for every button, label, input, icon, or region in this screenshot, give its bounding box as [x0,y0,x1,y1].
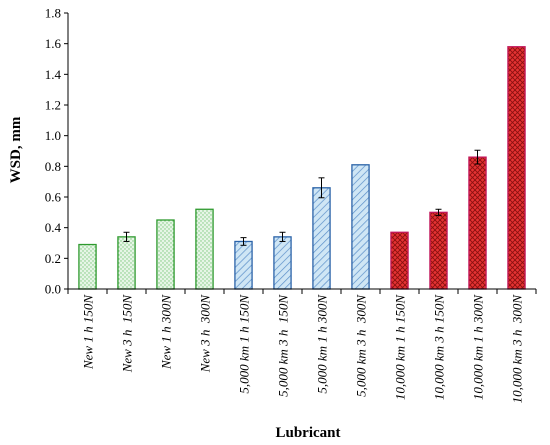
x-category-label: 10,000 km 1 h 150N [393,294,408,400]
x-category-label: New 3 h 300N [198,294,213,374]
bars-group [78,46,526,290]
x-category-label: 10,000 km 3 h 300N [510,294,525,404]
bar [312,187,331,290]
bar [195,208,214,290]
y-axis: 0.0 0.2 0.4 0.6 0.8 1.0 1.2 1.4 1.6 1.8 [45,6,69,297]
y-tick-label: 0.6 [45,190,62,205]
x-axis: New 1 h 150N New 3 h 150N New 1 h 300N New … [67,288,537,404]
bar [78,243,97,290]
y-tick-label: 0.0 [45,282,61,297]
y-tick-label: 1.2 [45,98,61,113]
bar [468,156,487,290]
bar [507,46,526,290]
x-category-label: New 3 h 150N [120,294,135,374]
y-tick-label: 0.8 [45,159,61,174]
x-category-label: 5,000 km 1 h 150N [237,294,252,394]
bar [273,236,292,290]
x-category-label: New 1 h 300N [159,294,174,370]
bar [429,211,448,290]
bar [351,164,370,290]
x-category-label: 5,000 km 3 h 300N [354,294,369,397]
y-tick-label: 0.2 [45,251,61,266]
y-axis-title: WSD, mm [8,116,24,183]
y-tick-label: 1.6 [45,36,62,51]
bar [390,231,409,290]
x-axis-title: Lubricant [275,425,340,441]
bar [117,236,136,290]
x-category-label: 5,000 km 1 h 300N [315,294,330,394]
y-tick-label: 1.0 [45,128,61,143]
y-tick-label: 1.8 [45,6,61,21]
x-category-label: New 1 h 150N [81,294,96,370]
bar [234,240,253,290]
x-category-label: 10,000 km 3 h 150N [432,294,447,400]
y-tick-label: 1.4 [45,67,62,82]
x-category-label: 10,000 km 1 h 300N [471,294,486,400]
x-category-label: 5,000 km 3 h 150N [276,294,291,397]
bar [156,219,175,290]
y-tick-label: 0.4 [45,220,62,235]
